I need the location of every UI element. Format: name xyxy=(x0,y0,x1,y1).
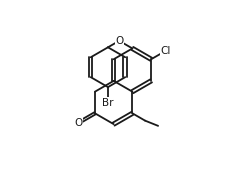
Text: Cl: Cl xyxy=(160,46,171,56)
Text: Br: Br xyxy=(102,98,114,108)
Text: O: O xyxy=(75,118,83,128)
Text: O: O xyxy=(115,36,123,46)
